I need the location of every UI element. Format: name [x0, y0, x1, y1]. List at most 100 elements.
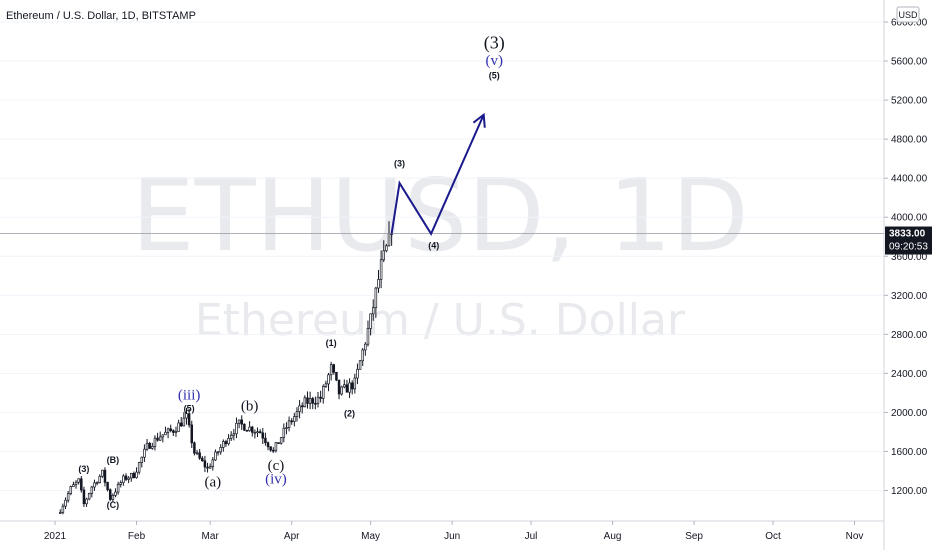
candle-body	[382, 250, 386, 261]
chart-title: Ethereum / U.S. Dollar, 1D, BITSTAMP	[6, 10, 196, 22]
currency-badge-box[interactable]	[896, 6, 920, 23]
candle	[269, 446, 272, 452]
wave-label: (B)	[107, 455, 120, 465]
y-axis-ticks[interactable]: 1200.00 1600.00 2000.00 2400.00 2800.00 3200.…	[884, 18, 928, 497]
candle-body	[64, 499, 67, 507]
candle	[206, 462, 209, 473]
candle-body	[237, 419, 241, 424]
wave-label: (3)	[78, 464, 89, 474]
candle	[287, 416, 291, 432]
candle-body	[214, 451, 217, 461]
candle	[61, 503, 65, 515]
x-axis-ticks[interactable]: 2021 Feb Mar Apr May Jun Jul Aug Sep Oct Nov	[44, 521, 864, 542]
candle	[332, 363, 336, 375]
candle	[264, 432, 267, 446]
candle	[140, 456, 144, 468]
candle	[240, 415, 243, 430]
candle	[322, 384, 325, 404]
wave-label: (a)	[204, 475, 221, 491]
candle-body	[290, 420, 293, 423]
candle-body	[324, 383, 328, 387]
candle-body	[335, 371, 338, 381]
candle-body	[361, 349, 364, 362]
projection-arrowhead	[472, 112, 486, 128]
candle-body	[251, 426, 254, 433]
candle	[122, 474, 125, 486]
candle-body	[306, 397, 309, 404]
wave-label: (5)	[184, 403, 195, 413]
candle-body	[269, 446, 272, 451]
candle	[256, 427, 259, 438]
candle-body	[337, 379, 341, 395]
candle	[319, 390, 322, 403]
candle-body	[87, 493, 91, 500]
candle-body	[82, 489, 86, 505]
candle-body	[235, 422, 238, 435]
candle	[103, 467, 107, 487]
candle-body	[219, 447, 222, 453]
candle	[253, 429, 257, 439]
y-tick-label: 3200.00	[891, 291, 928, 302]
candle	[258, 429, 262, 434]
candle-body	[166, 428, 170, 433]
candle	[195, 449, 199, 456]
y-tick-label: 4400.00	[891, 174, 928, 185]
candle	[327, 372, 330, 392]
candle-body	[103, 469, 107, 483]
candle	[293, 412, 296, 427]
candle-body	[379, 259, 383, 280]
candle-body	[140, 456, 144, 463]
y-tick-label: 1600.00	[891, 447, 928, 458]
x-tick-label: Feb	[128, 531, 146, 542]
candle-body	[108, 489, 112, 500]
candle-body	[156, 437, 159, 441]
candle-body	[80, 478, 83, 491]
candle	[314, 396, 317, 410]
current-price-tag: 3833.00 09:20:53	[885, 226, 932, 255]
candle-body	[208, 466, 212, 469]
candle	[261, 427, 265, 445]
current-price-label: 3833.00	[889, 229, 926, 240]
candle-body	[272, 449, 275, 452]
candle-body	[211, 459, 215, 467]
candle	[214, 449, 217, 461]
candle	[216, 450, 220, 456]
candle	[90, 485, 94, 498]
candle	[377, 269, 380, 293]
candle	[219, 444, 222, 455]
candle-body	[132, 473, 136, 479]
candle-body	[287, 420, 291, 428]
candle-body	[285, 427, 288, 429]
wave-projection	[390, 112, 486, 236]
candle	[232, 428, 236, 441]
candle	[69, 485, 73, 496]
candle	[316, 391, 320, 408]
wave-label: (C)	[107, 500, 120, 510]
candle-body	[66, 493, 70, 501]
candle-body	[161, 434, 165, 438]
candle-body	[148, 442, 151, 449]
candle	[64, 497, 67, 510]
candle	[124, 473, 128, 482]
candle-body	[356, 368, 359, 379]
candle-body	[172, 430, 175, 433]
candle	[132, 471, 136, 479]
candle-body	[274, 442, 278, 451]
candle-body	[119, 482, 122, 485]
candle-body	[303, 397, 307, 408]
price-tag-background	[885, 226, 932, 255]
candle-body	[106, 482, 109, 491]
candle-body	[124, 475, 128, 480]
candle-body	[277, 442, 280, 444]
x-tick-label: 2021	[44, 531, 67, 542]
currency-badge[interactable]: USD	[898, 10, 918, 20]
candle	[345, 379, 349, 393]
candle	[245, 429, 249, 432]
y-tick-label: 6000.00	[891, 18, 928, 29]
candle	[371, 299, 375, 321]
candle-body	[240, 419, 243, 425]
candlestick-series	[59, 221, 393, 515]
candle-body	[369, 313, 372, 329]
candle-body	[261, 432, 265, 439]
